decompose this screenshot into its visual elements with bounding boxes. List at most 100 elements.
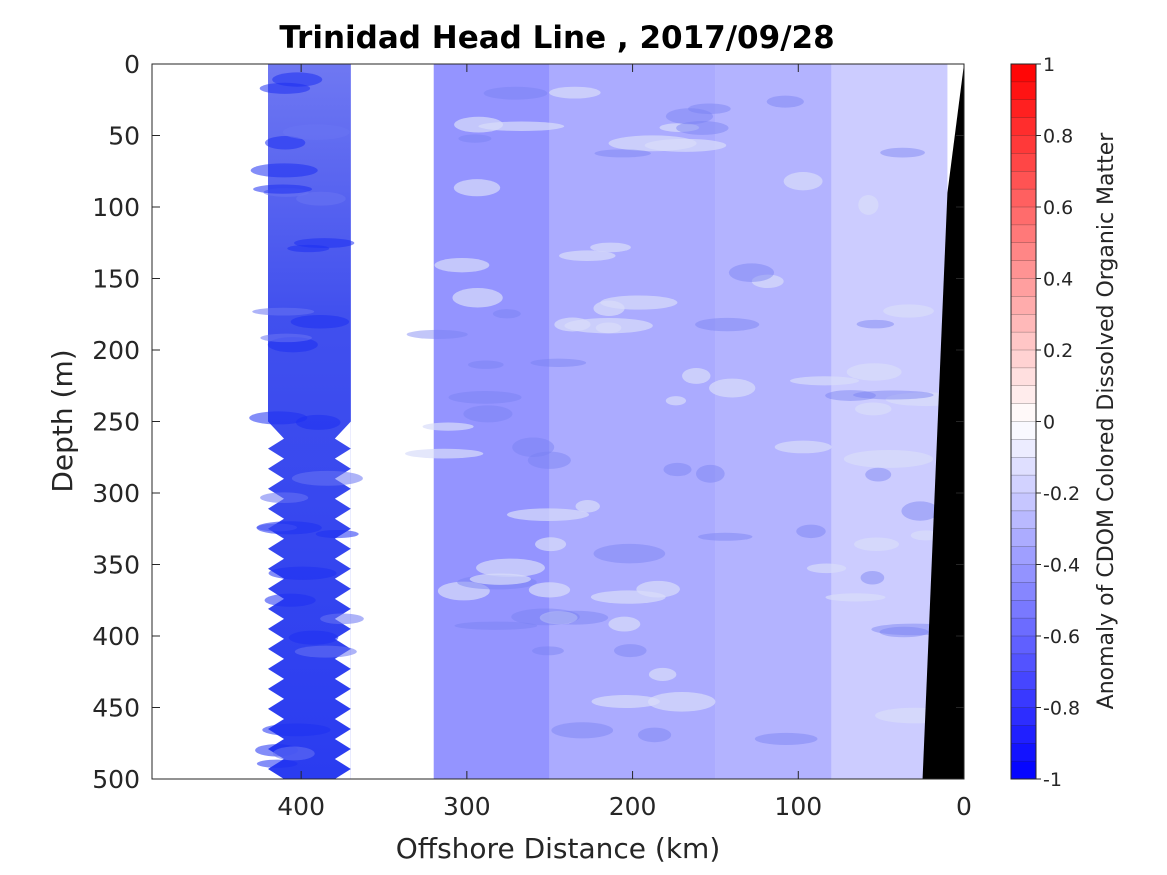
contour-streak [901, 501, 939, 521]
contour-streak [527, 451, 571, 469]
x-tick-label: 100 [774, 792, 822, 821]
contour-streak [448, 390, 522, 404]
contour-streak [492, 309, 521, 319]
y-tick-label: 300 [92, 479, 140, 508]
contour-streak [858, 194, 879, 215]
contour-streak [575, 500, 600, 513]
colorbar-tick-label: -1 [1043, 769, 1062, 791]
colorbar-segment [1011, 528, 1036, 548]
colorbar-tick-label: 1 [1043, 54, 1055, 76]
contour-streak [483, 86, 548, 100]
contour-streak [663, 462, 692, 477]
contour-streak [290, 315, 350, 329]
y-tick-label: 400 [92, 622, 140, 651]
contour-streak [454, 116, 503, 133]
column-edge-right [334, 421, 351, 779]
colorbar-tick-label: 0.4 [1043, 269, 1073, 291]
contour-streak [594, 149, 651, 158]
contour-streak [288, 630, 339, 645]
contour-streak [468, 360, 504, 369]
colorbar: 1 0.8 0.6 0.4 0.2 0 -0.2 -0.4 -0.6 -0.8 -1 [1010, 54, 1080, 791]
contour-streak [879, 626, 929, 638]
contour-streak [676, 121, 729, 135]
contour-streak [846, 363, 902, 381]
colorbar-segment [1011, 385, 1036, 405]
contour-streak [256, 759, 298, 768]
chart-title: Trinidad Head Line , 2017/09/28 [279, 20, 834, 56]
contour-streak [682, 367, 711, 384]
colorbar-segment [1011, 743, 1036, 762]
colorbar-tick-label: 0.6 [1043, 197, 1073, 219]
contour-streak [264, 136, 306, 150]
colorbar-segment [1011, 224, 1036, 244]
contour-streak [253, 184, 312, 194]
contour-streak [272, 746, 315, 761]
contour-streak [406, 329, 468, 339]
colorbar-tick-label: -0.6 [1043, 626, 1080, 648]
contour-streak [296, 191, 346, 206]
contour-streak [843, 449, 934, 468]
colorbar-segment [1011, 618, 1036, 637]
colorbar-segment [1011, 493, 1036, 512]
colorbar-segment [1011, 600, 1036, 619]
colorbar-segment [1011, 439, 1036, 458]
colorbar-segment [1011, 332, 1036, 351]
contour-streak [774, 440, 832, 454]
contour-streak [614, 644, 647, 658]
contour-streak [698, 532, 753, 541]
colorbar-segment [1011, 81, 1036, 101]
colorbar-tick-label: 0 [1043, 412, 1055, 434]
contour-streak [264, 593, 316, 607]
contour-streak [463, 405, 513, 423]
data-streaks [249, 72, 964, 768]
contour-streak [564, 318, 653, 334]
colorbar-segment [1011, 64, 1036, 83]
colorbar-segment [1011, 135, 1036, 154]
contour-streak [506, 508, 590, 521]
colorbar-segment [1011, 707, 1036, 726]
contour-streak [250, 163, 318, 178]
colorbar-segment [1011, 564, 1036, 583]
contour-streak [272, 72, 323, 87]
contour-streak [796, 524, 826, 539]
contour-streak [790, 376, 860, 386]
contour-streak [532, 646, 564, 656]
colorbar-segment [1011, 117, 1036, 136]
contour-streak [590, 242, 631, 253]
contour-streak [294, 645, 357, 658]
contour-streak [437, 581, 490, 601]
contour-streak [708, 378, 756, 398]
y-tick-label: 350 [92, 551, 140, 580]
colorbar-segment [1011, 582, 1036, 601]
contour-streak [539, 611, 578, 625]
colorbar-segment [1011, 671, 1036, 691]
contour-streak [648, 667, 677, 681]
contour-streak [453, 179, 501, 197]
contour-streak [252, 307, 315, 316]
x-tick-label: 400 [277, 792, 325, 821]
y-axis: 0 50 100 150 200 250 300 350 400 450 500 [92, 50, 964, 794]
colorbar-segment [1011, 457, 1036, 476]
contour-streak [260, 492, 309, 504]
contour-streak [688, 103, 731, 115]
contour-streak [695, 317, 760, 332]
contour-streak [696, 464, 725, 483]
colorbar-segment [1011, 99, 1036, 119]
contour-streak [256, 521, 322, 535]
plot-area [152, 64, 964, 779]
y-tick-label: 150 [92, 265, 140, 294]
data-columns [268, 64, 948, 779]
colorbar-segment [1011, 403, 1036, 422]
contour-streak [320, 613, 364, 625]
contour-streak [476, 558, 545, 578]
contour-streak [511, 608, 580, 626]
contour-streak [593, 543, 666, 564]
contour-streak [853, 390, 934, 400]
colorbar-segment [1011, 546, 1036, 565]
contour-streak [291, 470, 363, 486]
contour-streak [315, 529, 359, 539]
y-axis-label: Depth (m) [46, 349, 79, 492]
contour-streak [854, 402, 892, 416]
colorbar-tick-label: 0.2 [1043, 340, 1073, 362]
contour-streak [608, 616, 641, 632]
